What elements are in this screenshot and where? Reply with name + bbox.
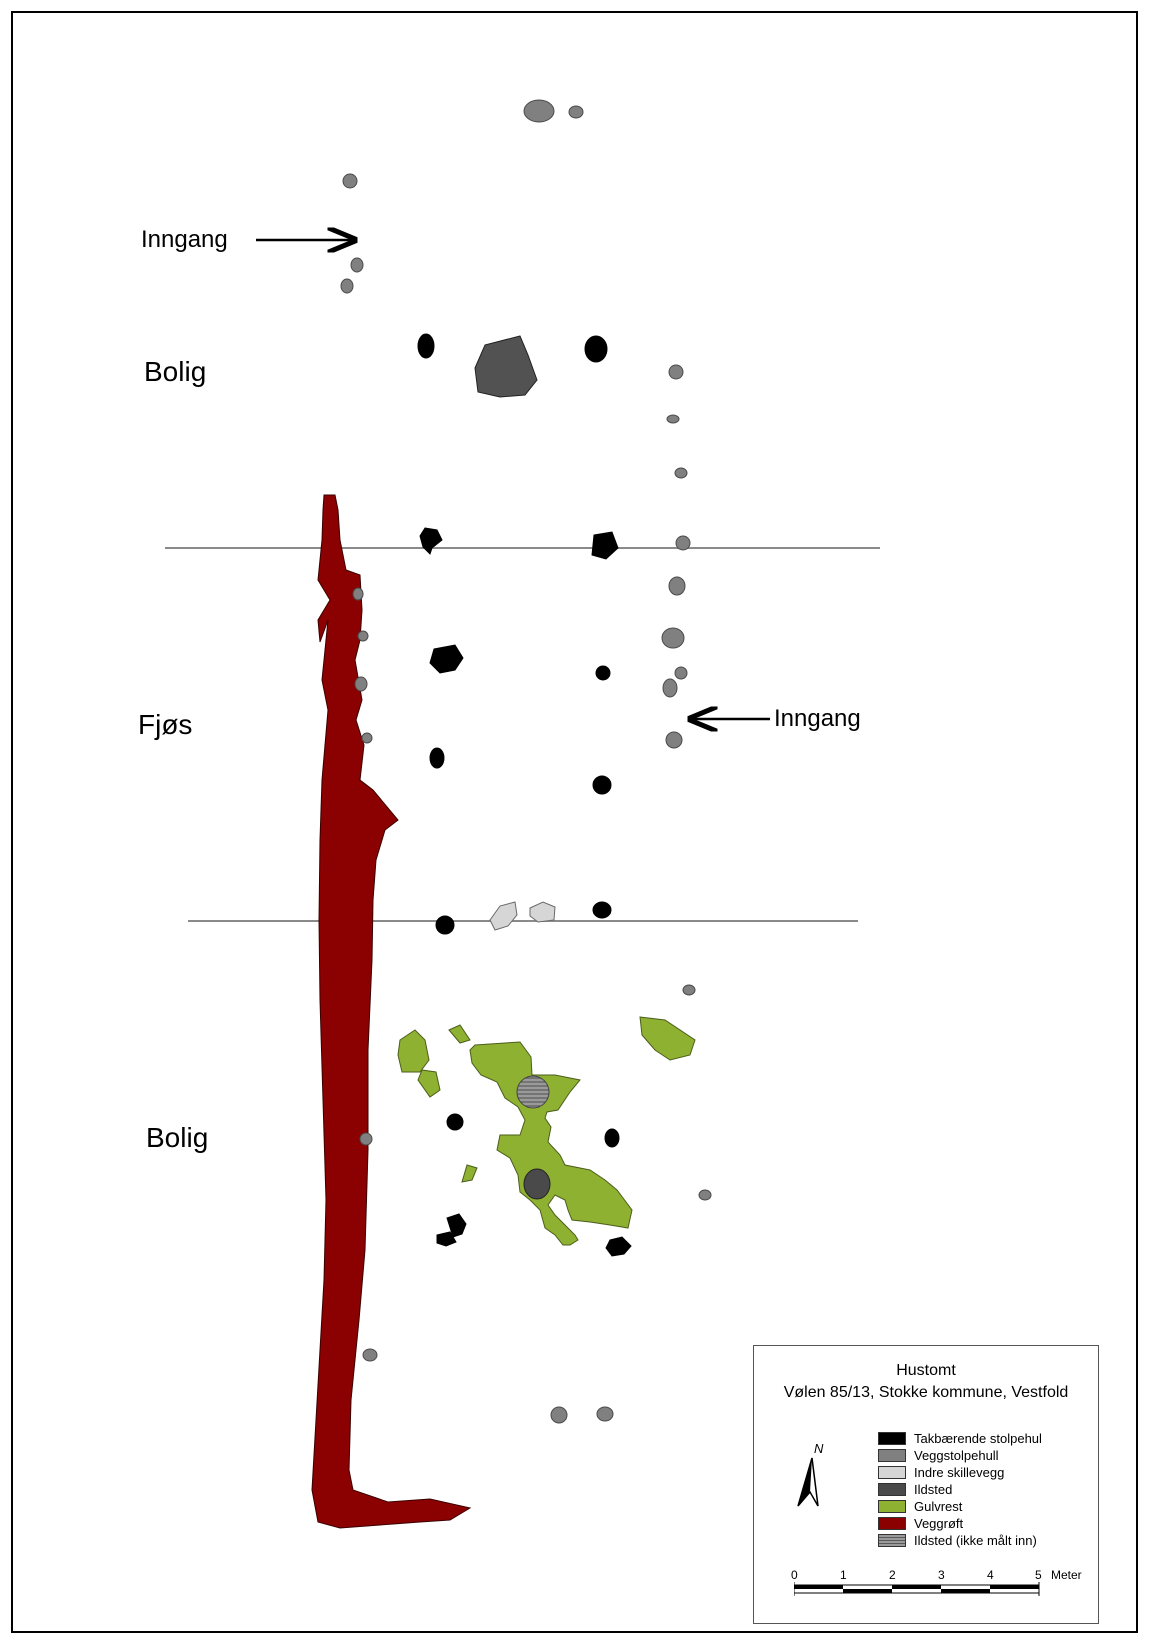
legend-item-label: Indre skillevegg [914, 1465, 1005, 1480]
legend-swatch [878, 1534, 906, 1547]
legend-item-inner-wall: Indre skillevegg [878, 1465, 1004, 1480]
hearth-unmeasured [516, 1075, 550, 1109]
zone-label-middle: Fjøs [138, 709, 193, 740]
north-label: N [814, 1441, 824, 1456]
scale-unit: Meter [1051, 1568, 1082, 1582]
legend-item-label: Ildsted (ikke målt inn) [914, 1533, 1037, 1548]
legend-item-hearth: Ildsted [878, 1482, 952, 1497]
legend-item-label: Veggrøft [914, 1516, 964, 1531]
scale-tick-4: 4 [987, 1568, 994, 1582]
legend-swatch [878, 1449, 906, 1462]
legend-item-label: Veggstolpehull [914, 1448, 999, 1463]
legend-box: Hustomt Vølen 85/13, Stokke kommune, Ves… [753, 1345, 1099, 1624]
legend-item-hearth-unmeasured: Ildsted (ikke målt inn) [878, 1533, 1037, 1548]
legend-item-wall-trench: Veggrøft [878, 1516, 963, 1531]
entrance-label-top: Inngang [141, 226, 228, 253]
north-arrow-icon [797, 1457, 819, 1507]
legend-title: Hustomt [896, 1362, 956, 1379]
hearth-top [474, 335, 538, 398]
scale-tick-1: 1 [840, 1568, 847, 1582]
legend-item-label: Takbærende stolpehul [914, 1431, 1042, 1446]
legend-item-wall-post: Veggstolpehull [878, 1448, 999, 1463]
roof-post-holes [417, 333, 632, 1257]
legend-item-floor: Gulvrest [878, 1499, 962, 1514]
legend-subtitle: Vølen 85/13, Stokke kommune, Vestfold [783, 1384, 1069, 1401]
legend-item-label: Ildsted [914, 1482, 953, 1497]
wall-trench [311, 494, 472, 1529]
legend-swatch [878, 1466, 906, 1479]
legend-swatch [878, 1500, 906, 1513]
hearth-bottom [523, 1168, 551, 1200]
legend-item-label: Gulvrest [914, 1499, 963, 1514]
legend-swatch [878, 1517, 906, 1530]
scale-tick-2: 2 [889, 1568, 896, 1582]
map-frame [11, 11, 1138, 1633]
legend-item-roof-post: Takbærende stolpehul [878, 1431, 1042, 1446]
entrance-label-right: Inngang [774, 705, 861, 732]
scale-tick-0: 0 [791, 1568, 798, 1582]
zone-label-top: Bolig [144, 356, 207, 387]
scale-bar [794, 1582, 1040, 1596]
wall-post-holes [340, 99, 712, 1424]
scale-tick-3: 3 [938, 1568, 945, 1582]
legend-swatch [878, 1432, 906, 1445]
floor-remains [397, 1016, 696, 1246]
inner-partition [489, 901, 556, 931]
legend-swatch [878, 1483, 906, 1496]
scale-tick-5: 5 [1035, 1568, 1042, 1582]
zone-label-bottom: Bolig [146, 1122, 209, 1153]
